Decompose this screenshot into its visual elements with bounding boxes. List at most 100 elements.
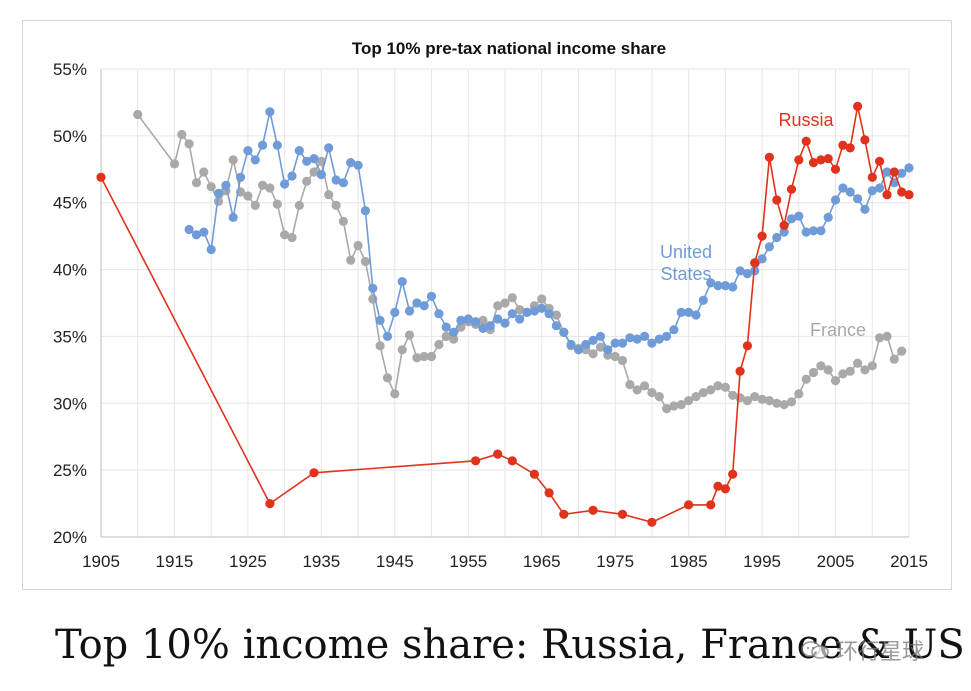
y-tick-label: 30% xyxy=(53,394,87,413)
x-tick-label: 1985 xyxy=(670,552,708,571)
data-point-russia xyxy=(808,158,819,168)
data-point-united-states xyxy=(794,211,804,221)
data-point-united-states xyxy=(595,331,606,341)
data-point-russia xyxy=(617,509,628,519)
data-point-united-states xyxy=(221,180,231,190)
data-point-united-states xyxy=(632,334,642,344)
data-point-united-states xyxy=(449,327,459,337)
data-point-united-states xyxy=(258,140,268,150)
data-point-united-states xyxy=(331,175,341,185)
data-point-united-states xyxy=(419,301,429,311)
data-point-united-states xyxy=(515,314,525,324)
data-point-france xyxy=(353,240,363,251)
data-point-france xyxy=(867,361,877,371)
data-point-united-states xyxy=(353,160,363,170)
data-point-united-states xyxy=(801,227,811,237)
data-point-france xyxy=(507,293,517,303)
data-point-united-states xyxy=(206,244,216,255)
data-point-united-states xyxy=(860,204,870,214)
data-point-france xyxy=(875,333,885,343)
data-point-france xyxy=(382,373,393,383)
data-point-france xyxy=(860,365,870,375)
data-point-russia xyxy=(720,484,731,494)
data-point-russia xyxy=(786,184,797,194)
data-point-france xyxy=(338,216,348,226)
data-point-russia xyxy=(588,505,598,515)
data-point-france xyxy=(537,294,547,304)
watermark-text: 环行星球 xyxy=(836,640,925,665)
data-point-france xyxy=(889,354,899,364)
data-point-france xyxy=(610,351,620,362)
data-point-russia xyxy=(779,220,789,230)
series-label-united-states: United States xyxy=(660,242,712,284)
data-point-united-states xyxy=(412,298,422,308)
data-point-france xyxy=(346,255,356,265)
data-point-russia xyxy=(823,154,833,164)
y-tick-label: 45% xyxy=(53,194,87,213)
series-label-line: Russia xyxy=(778,110,834,130)
data-point-russia xyxy=(867,172,877,182)
data-point-france xyxy=(713,381,723,391)
chart-svg: Top 10% pre-tax national income share 20… xyxy=(53,39,928,571)
data-point-france xyxy=(676,400,686,410)
data-point-united-states xyxy=(698,295,708,305)
series-label-france: France xyxy=(810,320,866,340)
data-point-united-states xyxy=(662,331,672,341)
data-point-united-states xyxy=(390,307,400,317)
data-point-france xyxy=(360,256,370,267)
data-point-united-states xyxy=(404,306,415,316)
x-tick-label: 2015 xyxy=(890,552,928,571)
data-point-france xyxy=(698,388,708,398)
data-point-russia xyxy=(764,152,775,162)
y-tick-label: 55% xyxy=(53,60,87,79)
data-point-france xyxy=(390,389,400,399)
data-point-france xyxy=(816,361,826,371)
data-point-france xyxy=(243,191,253,201)
data-point-russia xyxy=(838,140,848,150)
series-label-line: France xyxy=(810,320,866,340)
data-point-united-states xyxy=(199,227,209,237)
data-point-france xyxy=(324,190,334,200)
data-point-france xyxy=(625,380,635,390)
data-point-united-states xyxy=(875,183,885,193)
data-point-russia xyxy=(845,143,855,153)
data-point-russia xyxy=(728,469,738,479)
data-point-russia xyxy=(735,366,745,376)
data-point-united-states xyxy=(625,333,635,343)
label-layer: Russia United States France xyxy=(660,110,866,340)
data-point-france xyxy=(845,366,855,376)
data-point-russia xyxy=(544,488,554,498)
data-point-france xyxy=(684,396,694,406)
data-point-united-states xyxy=(228,212,238,222)
y-tick-label: 50% xyxy=(53,127,87,146)
data-point-france xyxy=(265,183,275,193)
data-point-russia xyxy=(882,190,892,200)
data-point-france xyxy=(786,397,797,407)
data-point-france xyxy=(206,182,216,192)
series-label-russia: Russia xyxy=(778,110,834,130)
data-point-united-states xyxy=(507,309,517,319)
data-point-united-states xyxy=(463,314,473,324)
data-point-france xyxy=(404,330,415,340)
data-point-france xyxy=(493,301,503,311)
data-point-united-states xyxy=(485,321,495,331)
data-point-united-states xyxy=(853,194,863,204)
data-point-france xyxy=(823,365,833,375)
data-point-united-states xyxy=(603,345,613,355)
data-point-france xyxy=(764,396,775,406)
data-point-russia xyxy=(559,509,569,519)
data-point-united-states xyxy=(529,306,539,316)
data-point-france xyxy=(801,374,811,384)
data-point-france xyxy=(213,196,224,206)
figure-caption: Top 10% income share: Russia, France & U… xyxy=(55,622,965,668)
data-point-russia xyxy=(684,500,694,510)
data-point-united-states xyxy=(566,339,576,350)
data-point-france xyxy=(640,381,650,391)
data-point-france xyxy=(808,367,819,378)
data-point-france xyxy=(500,298,510,308)
x-tick-label: 1995 xyxy=(743,552,781,571)
data-point-united-states xyxy=(478,323,488,333)
data-point-france xyxy=(706,385,716,395)
data-point-united-states xyxy=(544,309,554,319)
data-point-russia xyxy=(96,172,106,182)
